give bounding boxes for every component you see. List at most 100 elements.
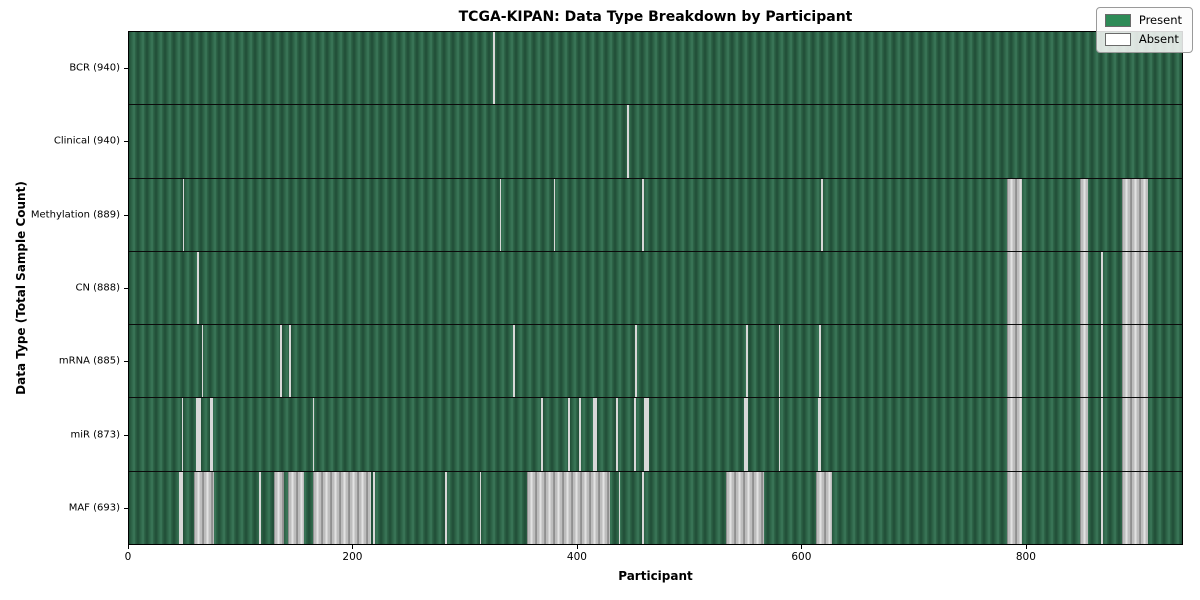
absent-stripe bbox=[1080, 251, 1088, 325]
row-MAF bbox=[129, 471, 1182, 544]
absent-stripe bbox=[778, 398, 781, 471]
absent-stripe bbox=[280, 325, 282, 398]
chart-title: TCGA-KIPAN: Data Type Breakdown by Parti… bbox=[458, 9, 853, 25]
row-BCR bbox=[129, 32, 1182, 106]
absent-stripe bbox=[312, 398, 315, 471]
absent-stripe bbox=[479, 471, 482, 544]
legend: Present Absent bbox=[1095, 7, 1193, 53]
y-tick-label-mRNA: mRNA (885) bbox=[58, 355, 120, 367]
absent-stripe bbox=[181, 398, 184, 471]
legend-entry-absent: Absent bbox=[1104, 32, 1182, 46]
absent-stripe bbox=[182, 178, 185, 251]
x-tick-label: 200 bbox=[342, 551, 363, 563]
x-tick-mark bbox=[352, 545, 354, 549]
absent-stripe bbox=[726, 471, 765, 544]
x-tick-label: 600 bbox=[791, 551, 812, 563]
absent-stripe bbox=[493, 32, 495, 105]
absent-stripe bbox=[273, 471, 284, 544]
absent-stripe bbox=[1080, 325, 1088, 398]
absent-stripe bbox=[258, 471, 262, 544]
absent-stripe bbox=[618, 471, 621, 544]
y-tick-mark bbox=[124, 288, 128, 289]
absent-stripe bbox=[1121, 178, 1149, 251]
absent-stripe bbox=[634, 398, 636, 471]
absent-stripe bbox=[616, 398, 618, 471]
absent-stripe bbox=[1080, 178, 1088, 251]
row-mRNA bbox=[129, 325, 1182, 399]
absent-stripe bbox=[526, 471, 610, 544]
y-tick-label-Methylation: Methylation (889) bbox=[30, 209, 120, 221]
y-tick-mark bbox=[124, 434, 128, 436]
absent-stripe bbox=[1007, 251, 1022, 325]
absent-stripe bbox=[179, 471, 184, 544]
absent-stripe bbox=[644, 398, 649, 471]
absent-stripe bbox=[193, 471, 215, 544]
y-tick-label-Clinical: Clinical (940) bbox=[53, 135, 120, 147]
legend-label: Absent bbox=[1138, 32, 1179, 46]
x-tick-mark bbox=[128, 545, 129, 549]
y-tick-mark bbox=[124, 67, 128, 69]
absent-stripe bbox=[642, 471, 644, 544]
absent-stripe bbox=[819, 325, 821, 398]
absent-stripe bbox=[201, 325, 204, 398]
absent-stripe bbox=[1101, 471, 1104, 544]
y-tick-mark bbox=[124, 508, 128, 510]
absent-stripe bbox=[627, 105, 630, 178]
absent-stripe bbox=[635, 325, 637, 398]
absent-stripe bbox=[592, 398, 597, 471]
absent-stripe bbox=[1007, 325, 1022, 398]
y-tick-label-CN: CN (888) bbox=[75, 282, 120, 294]
absent-stripe bbox=[1007, 178, 1022, 251]
x-tick-label: 800 bbox=[1015, 551, 1036, 563]
absent-stripe bbox=[815, 471, 833, 544]
y-tick-label-miR: miR (873) bbox=[70, 429, 120, 441]
plot-area bbox=[128, 31, 1183, 545]
absent-stripe bbox=[196, 398, 201, 471]
x-tick-mark bbox=[801, 545, 803, 549]
legend-swatch-absent bbox=[1104, 33, 1131, 46]
absent-stripe bbox=[1101, 398, 1104, 471]
absent-stripe bbox=[289, 325, 291, 398]
absent-stripe bbox=[553, 178, 556, 251]
absent-stripe bbox=[746, 325, 748, 398]
absent-stripe bbox=[642, 178, 644, 251]
absent-stripe bbox=[197, 251, 199, 325]
x-tick-mark bbox=[576, 545, 578, 549]
y-tick-mark bbox=[124, 361, 128, 363]
absent-stripe bbox=[513, 325, 515, 398]
absent-stripe bbox=[1080, 471, 1088, 544]
legend-label: Present bbox=[1138, 13, 1182, 27]
absent-stripe bbox=[444, 471, 447, 544]
y-tick-mark bbox=[124, 141, 128, 143]
absent-stripe bbox=[1080, 398, 1088, 471]
absent-stripe bbox=[209, 398, 213, 471]
row-Methylation bbox=[129, 178, 1182, 252]
absent-stripe bbox=[312, 471, 371, 544]
absent-stripe bbox=[579, 398, 581, 471]
absent-stripe bbox=[499, 178, 502, 251]
absent-stripe bbox=[1007, 471, 1022, 544]
absent-stripe bbox=[1121, 471, 1149, 544]
absent-stripe bbox=[1101, 251, 1104, 325]
absent-stripe bbox=[1101, 325, 1104, 398]
absent-stripe bbox=[373, 471, 375, 544]
legend-entry-present: Present bbox=[1104, 13, 1182, 27]
absent-stripe bbox=[288, 471, 304, 544]
absent-stripe bbox=[1007, 398, 1022, 471]
x-tick-mark bbox=[1025, 545, 1027, 549]
x-tick-label: 400 bbox=[566, 551, 587, 563]
absent-stripe bbox=[568, 398, 570, 471]
row-Clinical bbox=[129, 105, 1182, 179]
absent-stripe bbox=[778, 325, 781, 398]
absent-stripe bbox=[1121, 325, 1149, 398]
row-miR bbox=[129, 398, 1182, 472]
absent-stripe bbox=[817, 398, 822, 471]
x-axis-label: Participant bbox=[618, 569, 693, 583]
row-CN bbox=[129, 251, 1182, 326]
absent-stripe bbox=[1121, 251, 1149, 325]
x-tick-label: 0 bbox=[124, 551, 132, 563]
y-tick-label-BCR: BCR (940) bbox=[69, 62, 120, 74]
absent-stripe bbox=[541, 398, 543, 471]
legend-swatch-present bbox=[1104, 14, 1131, 27]
